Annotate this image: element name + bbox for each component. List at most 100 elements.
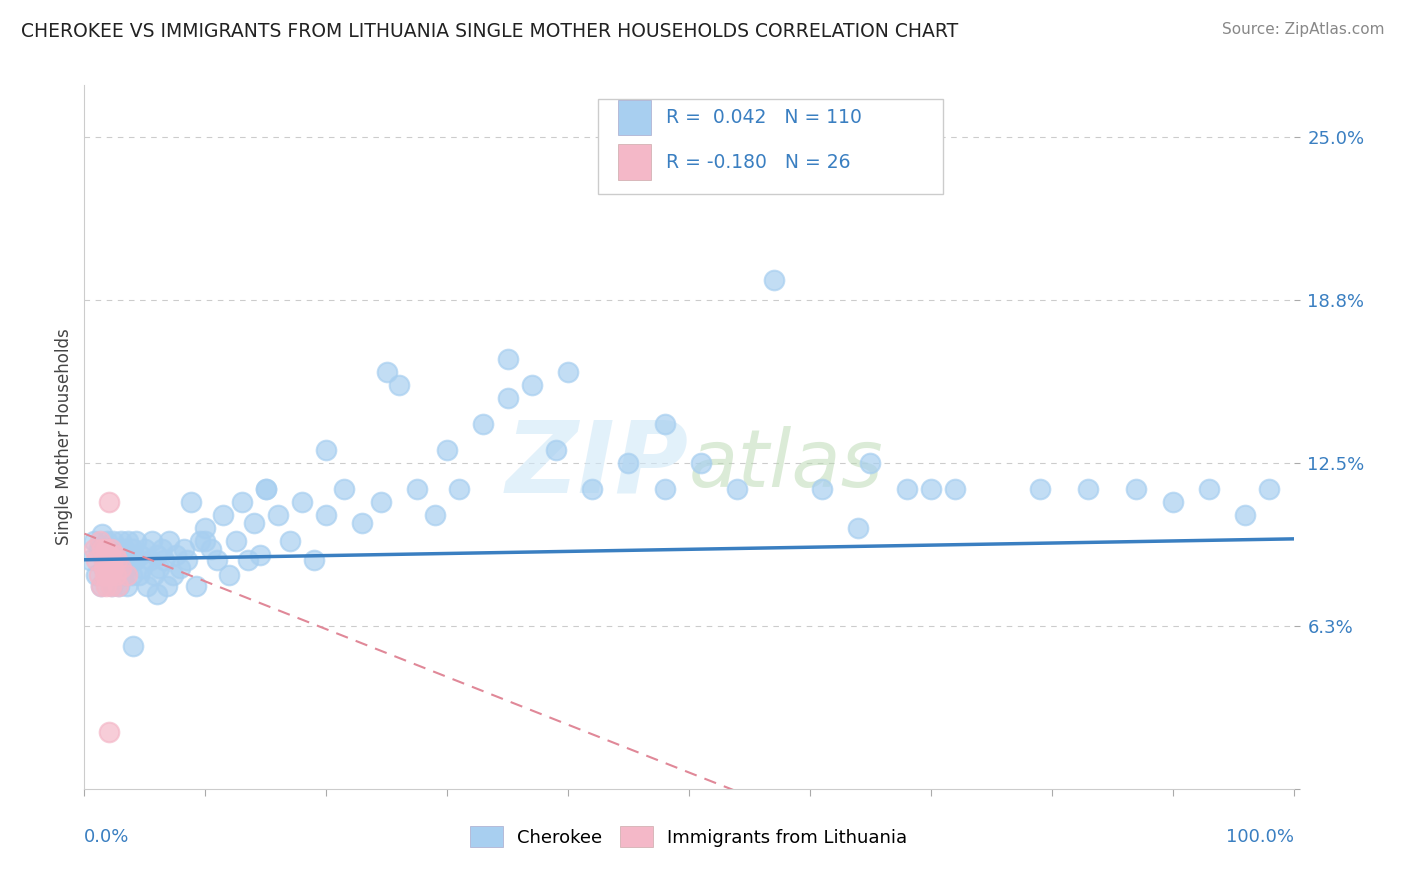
Point — [725, 483, 748, 497]
Point — [146, 548, 169, 562]
Point — [128, 568, 150, 582]
Point — [105, 560, 128, 574]
Point — [83, 534, 105, 549]
Point — [388, 377, 411, 392]
Point — [236, 553, 259, 567]
Point — [93, 553, 115, 567]
Point — [91, 526, 114, 541]
Point — [200, 542, 222, 557]
Point — [121, 639, 143, 653]
Point — [690, 456, 713, 470]
Point — [93, 560, 115, 574]
Legend: Cherokee, Immigrants from Lithuania: Cherokee, Immigrants from Lithuania — [471, 827, 907, 847]
Point — [104, 542, 127, 557]
Point — [112, 568, 135, 582]
Text: 0.0%: 0.0% — [84, 828, 129, 847]
Point — [101, 579, 124, 593]
Point — [943, 483, 966, 497]
Text: atlas: atlas — [689, 426, 884, 504]
Point — [129, 548, 152, 562]
Point — [124, 553, 146, 567]
Point — [557, 365, 579, 379]
Point — [449, 483, 471, 497]
Point — [225, 534, 247, 549]
Point — [79, 553, 101, 567]
Point — [91, 542, 114, 557]
Point — [352, 516, 374, 531]
Text: R = -0.180   N = 26: R = -0.180 N = 26 — [666, 153, 851, 171]
Point — [115, 568, 138, 582]
Point — [1258, 483, 1281, 497]
Text: 100.0%: 100.0% — [1226, 828, 1294, 847]
Point — [1125, 483, 1147, 497]
Point — [165, 548, 187, 562]
Point — [150, 542, 173, 557]
Point — [107, 548, 129, 562]
Point — [249, 548, 271, 562]
Point — [920, 483, 942, 497]
FancyBboxPatch shape — [617, 100, 651, 135]
Point — [1028, 483, 1050, 497]
Point — [617, 456, 640, 470]
Point — [115, 579, 138, 593]
Point — [1234, 508, 1257, 523]
Point — [146, 587, 169, 601]
Point — [94, 542, 117, 557]
FancyBboxPatch shape — [599, 99, 943, 194]
Point — [231, 495, 253, 509]
Point — [104, 553, 127, 567]
Point — [436, 443, 458, 458]
Point — [120, 548, 142, 562]
Point — [118, 553, 141, 567]
Point — [194, 534, 217, 549]
Point — [194, 521, 217, 535]
Point — [267, 508, 290, 523]
Point — [131, 560, 153, 574]
Point — [94, 548, 117, 562]
Point — [89, 534, 111, 549]
Point — [1198, 483, 1220, 497]
Point — [112, 542, 135, 557]
Point — [242, 516, 264, 531]
Point — [114, 560, 136, 574]
Point — [100, 542, 122, 557]
Point — [212, 508, 235, 523]
Point — [125, 534, 148, 549]
Point — [315, 508, 337, 523]
Point — [520, 377, 543, 392]
Point — [278, 534, 301, 549]
Point — [101, 553, 124, 567]
Point — [153, 553, 176, 567]
Point — [110, 534, 132, 549]
Point — [117, 534, 139, 549]
Text: Source: ZipAtlas.com: Source: ZipAtlas.com — [1222, 22, 1385, 37]
Point — [138, 553, 160, 567]
Point — [141, 534, 163, 549]
Point — [176, 553, 198, 567]
Point — [97, 725, 120, 739]
Point — [155, 579, 177, 593]
Point — [544, 443, 567, 458]
Point — [148, 560, 170, 574]
Point — [859, 456, 882, 470]
Point — [90, 579, 112, 593]
Point — [104, 548, 127, 562]
Point — [93, 560, 115, 574]
Point — [107, 579, 129, 593]
Point — [190, 534, 212, 549]
Point — [375, 365, 398, 379]
Point — [83, 542, 105, 557]
Point — [157, 534, 180, 549]
Point — [1161, 495, 1184, 509]
Point — [162, 568, 184, 582]
Text: R =  0.042   N = 110: R = 0.042 N = 110 — [666, 108, 862, 127]
Point — [846, 521, 869, 535]
Point — [207, 553, 229, 567]
Point — [87, 568, 110, 582]
Text: ZIP: ZIP — [506, 417, 689, 514]
Point — [173, 542, 195, 557]
Point — [98, 568, 121, 582]
Point — [97, 548, 120, 562]
Point — [472, 417, 495, 431]
Point — [302, 553, 325, 567]
